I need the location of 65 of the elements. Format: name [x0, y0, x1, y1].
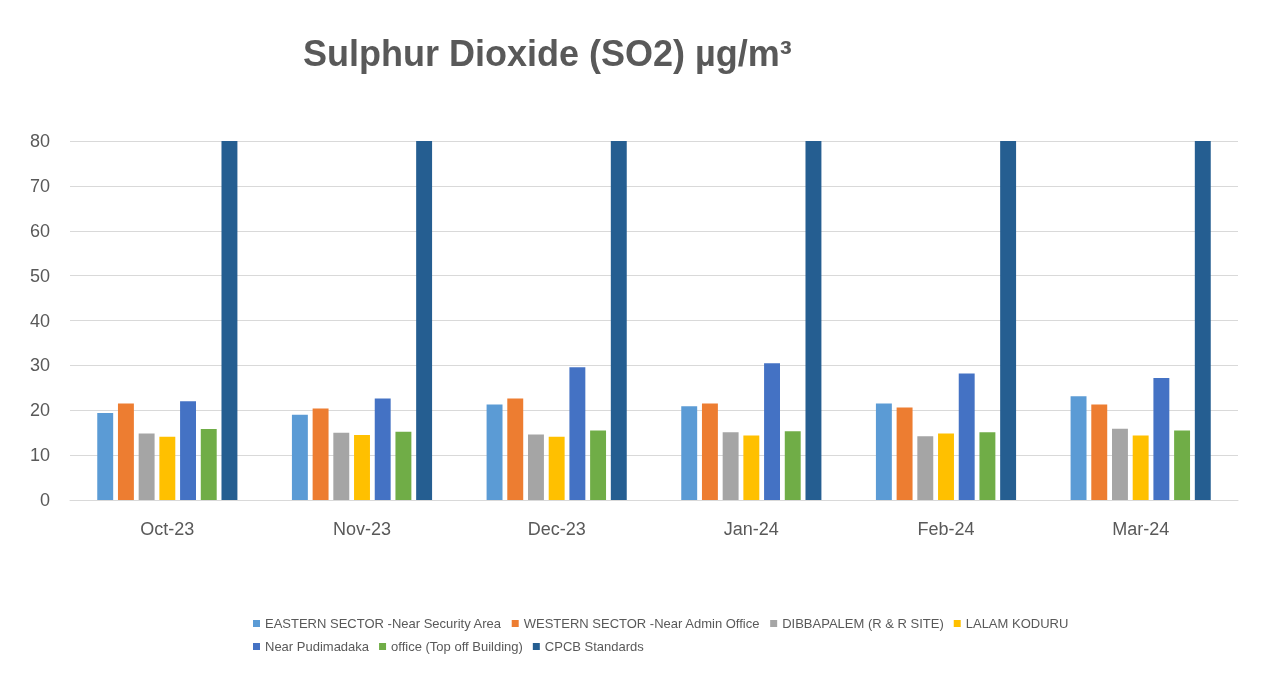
bar: [1091, 404, 1108, 500]
bar: [722, 432, 739, 500]
bar: [1000, 141, 1017, 500]
x-tick-label: Nov-23: [332, 519, 392, 539]
bar: [979, 432, 996, 500]
y-tick-label: 30: [29, 355, 50, 376]
legend-label: EASTERN SECTOR -Near Security Area: [265, 616, 502, 631]
legend-label: office (Top off Building): [391, 639, 523, 654]
bar: [764, 363, 780, 500]
chart-title: Sulphur Dioxide (SO2) µg/m³: [303, 32, 792, 74]
bar: [590, 430, 607, 500]
bar: [1153, 377, 1170, 500]
bar: [180, 401, 196, 500]
bar: [743, 435, 760, 500]
y-tick-label: 80: [29, 131, 50, 151]
bar: [117, 403, 134, 500]
bar: [200, 429, 217, 500]
bar: [416, 141, 433, 500]
bar: [528, 434, 544, 500]
bar: [548, 436, 565, 500]
y-tick-label: 70: [29, 175, 50, 196]
bar: [1112, 428, 1128, 500]
y-tick-label: 0: [39, 490, 50, 510]
bar: [312, 408, 329, 500]
bar: [896, 407, 913, 500]
x-tick-label: Mar-24: [1112, 519, 1170, 539]
bar: [221, 141, 238, 500]
legend-label: LALAM KODURU: [965, 616, 1069, 631]
bar: [374, 398, 391, 500]
legend-label: Near Pudimadaka: [265, 639, 370, 654]
bar: [1174, 430, 1191, 500]
bar: [97, 412, 114, 500]
bar: [1194, 141, 1211, 500]
bar: [681, 406, 698, 500]
x-tick-label: Dec-23: [527, 519, 586, 539]
x-tick-label: Oct-23: [140, 519, 195, 539]
bar: [784, 431, 801, 500]
bar: [395, 431, 412, 500]
bar: [486, 404, 503, 500]
bar: [138, 433, 155, 500]
y-tick-label: 50: [29, 265, 50, 286]
bar: [701, 403, 718, 500]
bar: [569, 367, 586, 500]
y-tick-label: 40: [29, 310, 50, 331]
bar: [354, 434, 370, 500]
legend-label: WESTERN SECTOR -Near Admin Office: [523, 616, 760, 631]
bar: [159, 436, 176, 500]
y-tick-label: 60: [29, 220, 50, 241]
bar: [938, 433, 954, 500]
bar: [875, 403, 892, 500]
bar: [291, 414, 308, 500]
x-tick-label: Jan-24: [723, 519, 779, 539]
bar: [917, 436, 934, 500]
x-tick-label: Feb-24: [917, 519, 975, 539]
bar: [610, 141, 627, 500]
y-tick-label: 10: [29, 445, 50, 466]
legend-label: CPCB Standards: [544, 639, 645, 654]
y-tick-label: 20: [29, 400, 50, 421]
bar: [333, 432, 350, 500]
bar: [507, 398, 524, 500]
bar: [1070, 396, 1087, 500]
legend-label: DIBBAPALEM (R & R SITE): [782, 616, 944, 631]
bar: [958, 373, 975, 500]
bar: [1132, 435, 1149, 500]
bar: [805, 141, 822, 500]
